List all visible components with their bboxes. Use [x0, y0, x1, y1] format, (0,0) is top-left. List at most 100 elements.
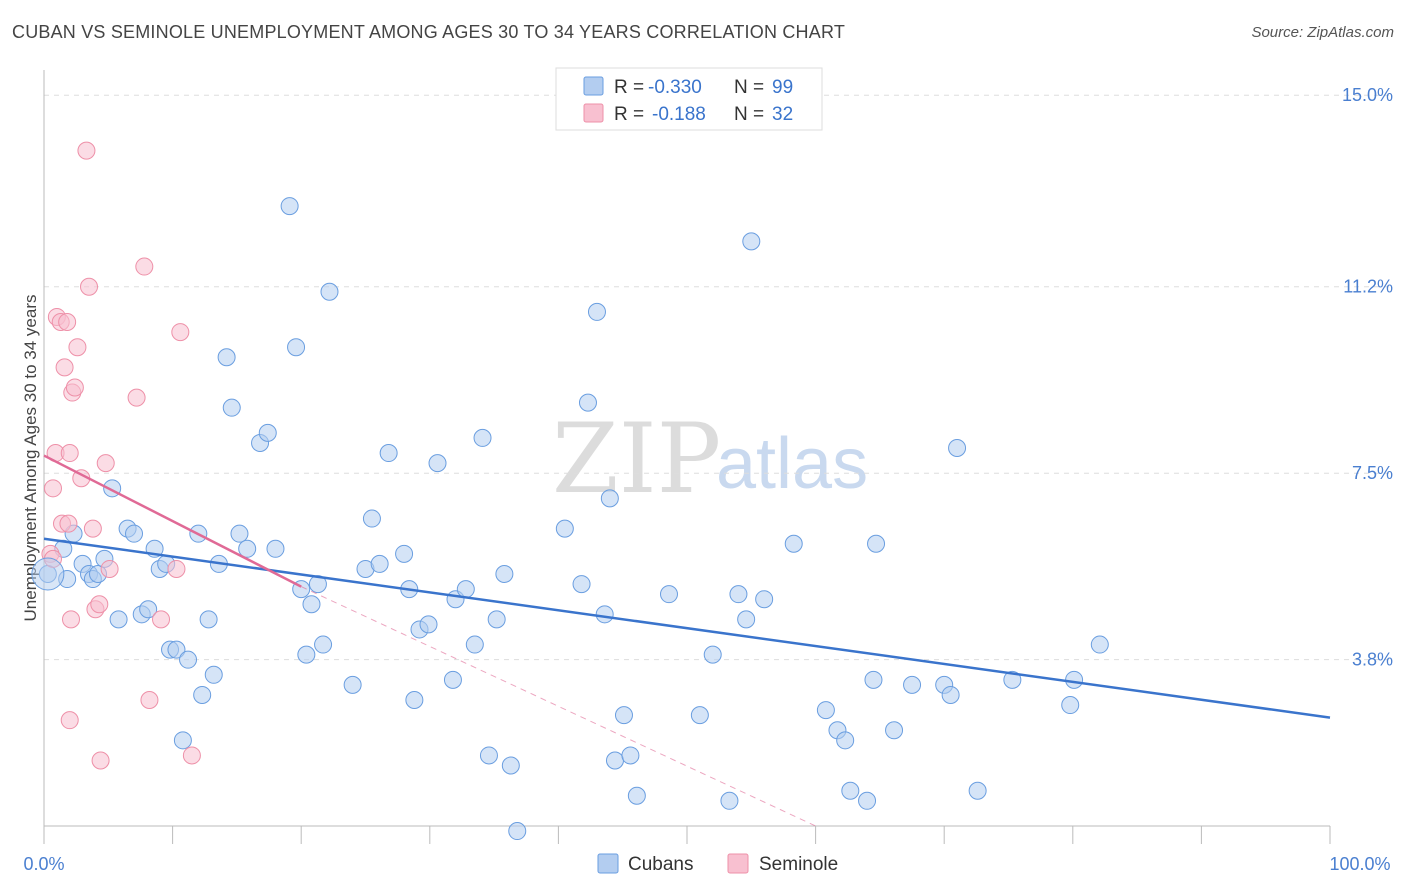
point-cubans [179, 650, 198, 669]
point-cubans [473, 428, 492, 447]
x-tick-label: 0.0% [23, 854, 64, 874]
point-cubans [600, 489, 619, 508]
trend-lines [43, 454, 1331, 827]
point-cubans [109, 610, 128, 629]
legend-n-label-seminole: N = [734, 104, 764, 125]
point-cubans [836, 731, 855, 750]
y-axis-title: Unemployment Among Ages 30 to 34 years [21, 295, 40, 622]
point-cubans [443, 670, 462, 689]
point-seminole [62, 610, 81, 629]
point-cubans [173, 731, 192, 750]
point-cubans [199, 610, 218, 629]
legend-n-value-cubans: 99 [772, 77, 793, 98]
point-cubans [314, 635, 333, 654]
point-cubans [419, 615, 438, 634]
point-seminole [100, 559, 119, 578]
point-cubans [555, 519, 574, 538]
point-cubans [605, 751, 624, 770]
point-cubans [948, 439, 967, 457]
point-seminole [171, 323, 190, 342]
bottom-legend-label-seminole: Seminole [759, 854, 838, 875]
point-seminole [90, 595, 109, 614]
point-cubans [501, 756, 520, 775]
axes [43, 70, 1331, 844]
point-cubans [1061, 696, 1080, 715]
point-cubans [578, 393, 597, 412]
point-cubans [297, 645, 316, 664]
point-cubans [362, 509, 381, 528]
point-cubans [258, 423, 277, 442]
watermark-atlas: atlas [716, 424, 868, 504]
point-seminole [140, 691, 159, 709]
trend-line-seminole [43, 454, 302, 588]
point-seminole [127, 388, 146, 407]
point-cubans [287, 338, 306, 357]
point-seminole [68, 338, 87, 357]
point-cubans [343, 675, 362, 694]
point-seminole [96, 454, 115, 473]
point-seminole [182, 746, 201, 765]
point-cubans [395, 544, 414, 563]
point-cubans [867, 534, 886, 553]
tick-labels: 3.8% 7.5% 11.2% 15.0% 0.0% 100.0% [23, 85, 1393, 874]
point-cubans [572, 575, 591, 594]
point-cubans [729, 585, 748, 604]
point-cubans [864, 670, 883, 689]
point-cubans [465, 635, 484, 654]
point-seminole [60, 444, 79, 463]
point-cubans [903, 675, 922, 694]
bottom-legend-swatch-cubans [597, 853, 619, 874]
point-seminole [55, 358, 74, 377]
point-seminole [60, 711, 79, 730]
point-cubans [125, 524, 144, 543]
point-cubans [690, 706, 709, 725]
bottom-legend-label-cubans: Cubans [628, 854, 694, 875]
point-cubans [1090, 635, 1109, 654]
chart-title: CUBAN VS SEMINOLE UNEMPLOYMENT AMONG AGE… [12, 22, 846, 42]
point-cubans [627, 786, 646, 805]
point-cubans [737, 610, 756, 629]
legend-n-label-cubans: N = [734, 77, 764, 98]
point-cubans [816, 701, 835, 720]
point-cubans [139, 600, 158, 619]
point-cubans [784, 534, 803, 553]
point-cubans [405, 691, 424, 709]
legend-n-value-seminole: 32 [772, 104, 793, 125]
point-cubans [320, 282, 339, 301]
point-seminole [44, 479, 63, 498]
grid-lines [44, 94, 1392, 661]
point-cubans [193, 685, 212, 704]
watermark-zip: ZIP [552, 403, 721, 515]
point-cubans [428, 454, 447, 473]
y-tick-label: 15.0% [1342, 85, 1393, 105]
point-seminole [59, 514, 78, 533]
legend-swatch-seminole [583, 103, 604, 123]
point-cubans [841, 781, 860, 800]
legend-r-label-cubans: R = [614, 77, 644, 98]
point-cubans [703, 645, 722, 664]
legend-r-value-seminole: -0.188 [652, 104, 706, 125]
point-seminole [135, 257, 154, 276]
y-tick-label: 3.8% [1352, 650, 1393, 670]
point-seminole [58, 313, 77, 331]
point-cubans [266, 539, 285, 558]
point-cubans [379, 444, 398, 463]
bottom-legend-swatch-seminole [727, 853, 749, 874]
point-cubans [755, 590, 774, 609]
point-cubans [587, 302, 606, 321]
point-cubans [230, 524, 249, 543]
point-cubans [858, 791, 877, 810]
point-seminole [152, 610, 171, 629]
point-cubans [742, 232, 761, 251]
point-cubans [968, 781, 987, 800]
trend-line-cubans [43, 537, 1331, 719]
point-cubans [1003, 670, 1022, 689]
point-cubans [222, 398, 241, 417]
point-seminole [80, 277, 99, 296]
point-cubans [659, 585, 678, 604]
point-cubans [885, 721, 904, 740]
point-cubans [302, 595, 321, 614]
point-cubans [621, 746, 640, 765]
point-cubans [941, 685, 960, 704]
